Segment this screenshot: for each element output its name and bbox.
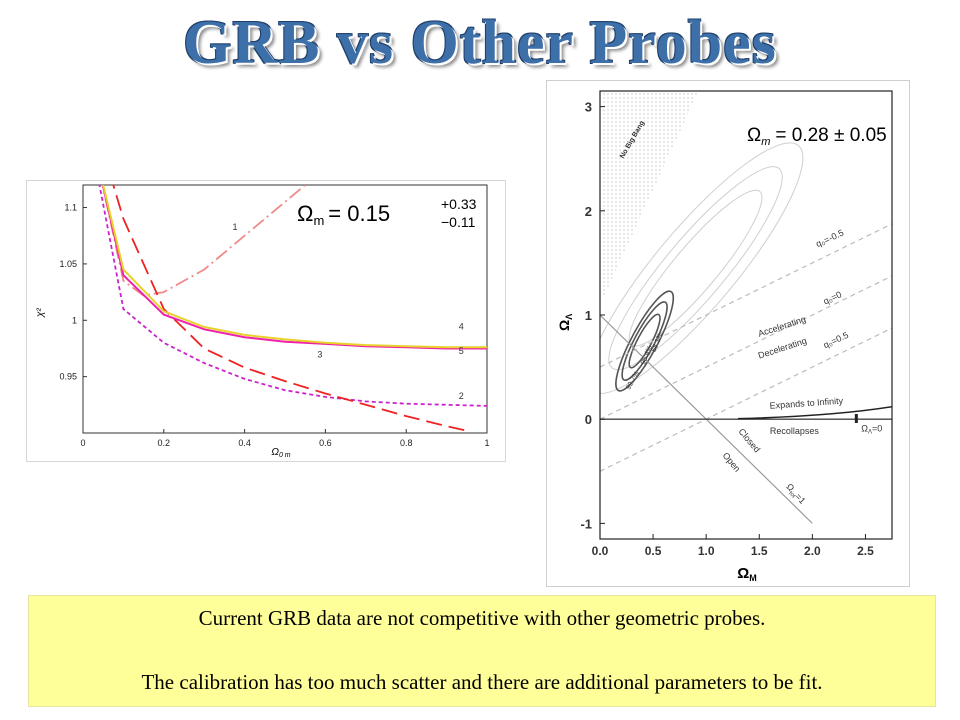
omega-lambda-axis-label: ΩΛ [556,314,574,331]
expands-label: Expands to Infinity [769,396,844,411]
x-tick-label: 1 [484,438,489,448]
chi2-curve-label-4: 4 [459,321,464,331]
lambda-zero-marker [854,413,858,423]
x-tick-label: 1.5 [751,544,768,558]
caption-line-2: The calibration has too much scatter and… [141,670,823,694]
svg-text:+0.33: +0.33 [441,196,477,212]
no-big-bang-region [600,91,699,305]
chi2-curve-label-3: 3 [317,349,322,359]
slide-title: GRB vs Other Probes [183,9,777,77]
chi2-curve-3 [112,185,467,432]
q0-pos-label: q₀=0.5 [822,330,850,350]
line-q0-0 [600,275,892,420]
chi2-y-axis-label: χ² [35,308,46,318]
chi2-axes [82,184,488,434]
contour-99-label: 99.7% [625,370,641,391]
omega-plane-figure: 0.0 0.5 1.0 1.5 2.0 2.5 -1 0 1 2 3 No Big Bang q₀=-… [546,80,910,587]
chi2-x-axis-label: Ω0 m [271,447,290,459]
expands-boundary-curve [738,405,892,420]
chi2-curve-label-5: 5 [459,346,464,356]
y-tick-label: 3 [585,100,592,115]
chi2-curve-label-2: 2 [459,391,464,401]
lambda-zero-label: ΩΛ=0 [861,424,882,436]
y-tick-label: 2 [585,204,592,219]
flat-universe-label: Ωtot=1 [783,482,808,508]
y-tick-label: 1 [72,315,77,325]
x-tick-label: 0.4 [238,438,251,448]
chi2-plot-frame [82,184,488,434]
y-tick-label: 1.05 [59,259,77,269]
chi2-tick-labels: 0 0.2 0.4 0.6 0.8 1 0.95 1 1.05 1.1 [59,203,489,448]
q0-zero-label: q₀=0 [822,289,843,306]
confidence-contour-1 [615,290,675,392]
caption-line-1: Current GRB data are not competitive wit… [198,606,766,630]
omega-plane-labels: No Big Bangq₀=-0.5q₀=0q₀=0.5Accelerating… [619,120,882,507]
accelerating-label: Accelerating [757,314,807,339]
y-tick-label: -1 [580,516,592,531]
chi2-curve-5 [102,185,487,349]
chi2-curve-4 [101,185,487,350]
chi2-figure: 0 0.2 0.4 0.6 0.8 1 0.95 1 1.05 1.1 1 2 3 4 5 χ² Ω0 m… [26,180,506,462]
x-tick-label: 0 [80,438,85,448]
decelerating-label: Decelerating [757,336,808,361]
x-tick-label: 2.0 [804,544,821,558]
svg-text:Ωm= 0.15: Ωm = 0.15 [297,201,390,228]
omega-plane-axes: 0.0 0.5 1.0 1.5 2.0 2.5 -1 0 1 2 3 [580,90,893,558]
omega-m-annotation: Ωm = 0.15 +0.33 −0.11 [297,196,477,230]
q0-neg-label: q₀=-0.5 [814,228,845,250]
svg-text:Ωm= 0.28 ± 0.05: Ωm = 0.28 ± 0.05 [747,125,887,148]
x-tick-label: 0.2 [158,438,171,448]
sn-contour-faint-1 [600,142,804,394]
omega-plane-content [600,91,892,524]
x-tick-label: 0.6 [319,438,332,448]
confidence-contour-3 [628,313,661,369]
caption-box: Current GRB data are not competitive wit… [28,595,936,707]
open-label: Open [721,451,743,474]
y-tick-label: 1 [585,308,592,323]
x-tick-label: 0.0 [592,544,609,558]
svg-text:−0.11: −0.11 [441,214,476,230]
x-tick-label: 1.0 [698,544,715,558]
y-tick-label: 1.1 [64,203,77,213]
chi2-plot: 0 0.2 0.4 0.6 0.8 1 0.95 1 1.05 1.1 1 2 3 4 5 χ² Ω0 m… [35,184,490,459]
recollapses-label: Recollapses [770,426,820,436]
omega-m-axis-label: ΩM [737,565,757,583]
y-tick-label: 0 [585,412,592,427]
chi2-curve-labels: 1 2 3 4 5 [232,222,463,401]
line-q0-0-5 [600,327,892,472]
omega-m-result-annotation: Ωm = 0.28 ± 0.05 [747,125,887,148]
line-q0--0-5 [600,223,892,368]
chi2-curves [98,185,487,432]
chi2-curve-1 [101,185,307,297]
chi2-curve-label-1: 1 [232,222,237,232]
x-tick-label: 0.8 [400,438,413,448]
chi2-series-group [98,185,487,432]
chi2-curve-2 [98,185,487,407]
x-tick-label: 2.5 [857,544,874,558]
confidence-contour-2 [621,301,668,381]
y-tick-label: 0.95 [59,372,77,382]
sn-contour-faint-2 [608,166,783,371]
x-tick-label: 0.5 [645,544,662,558]
closed-label: Closed [737,427,763,455]
